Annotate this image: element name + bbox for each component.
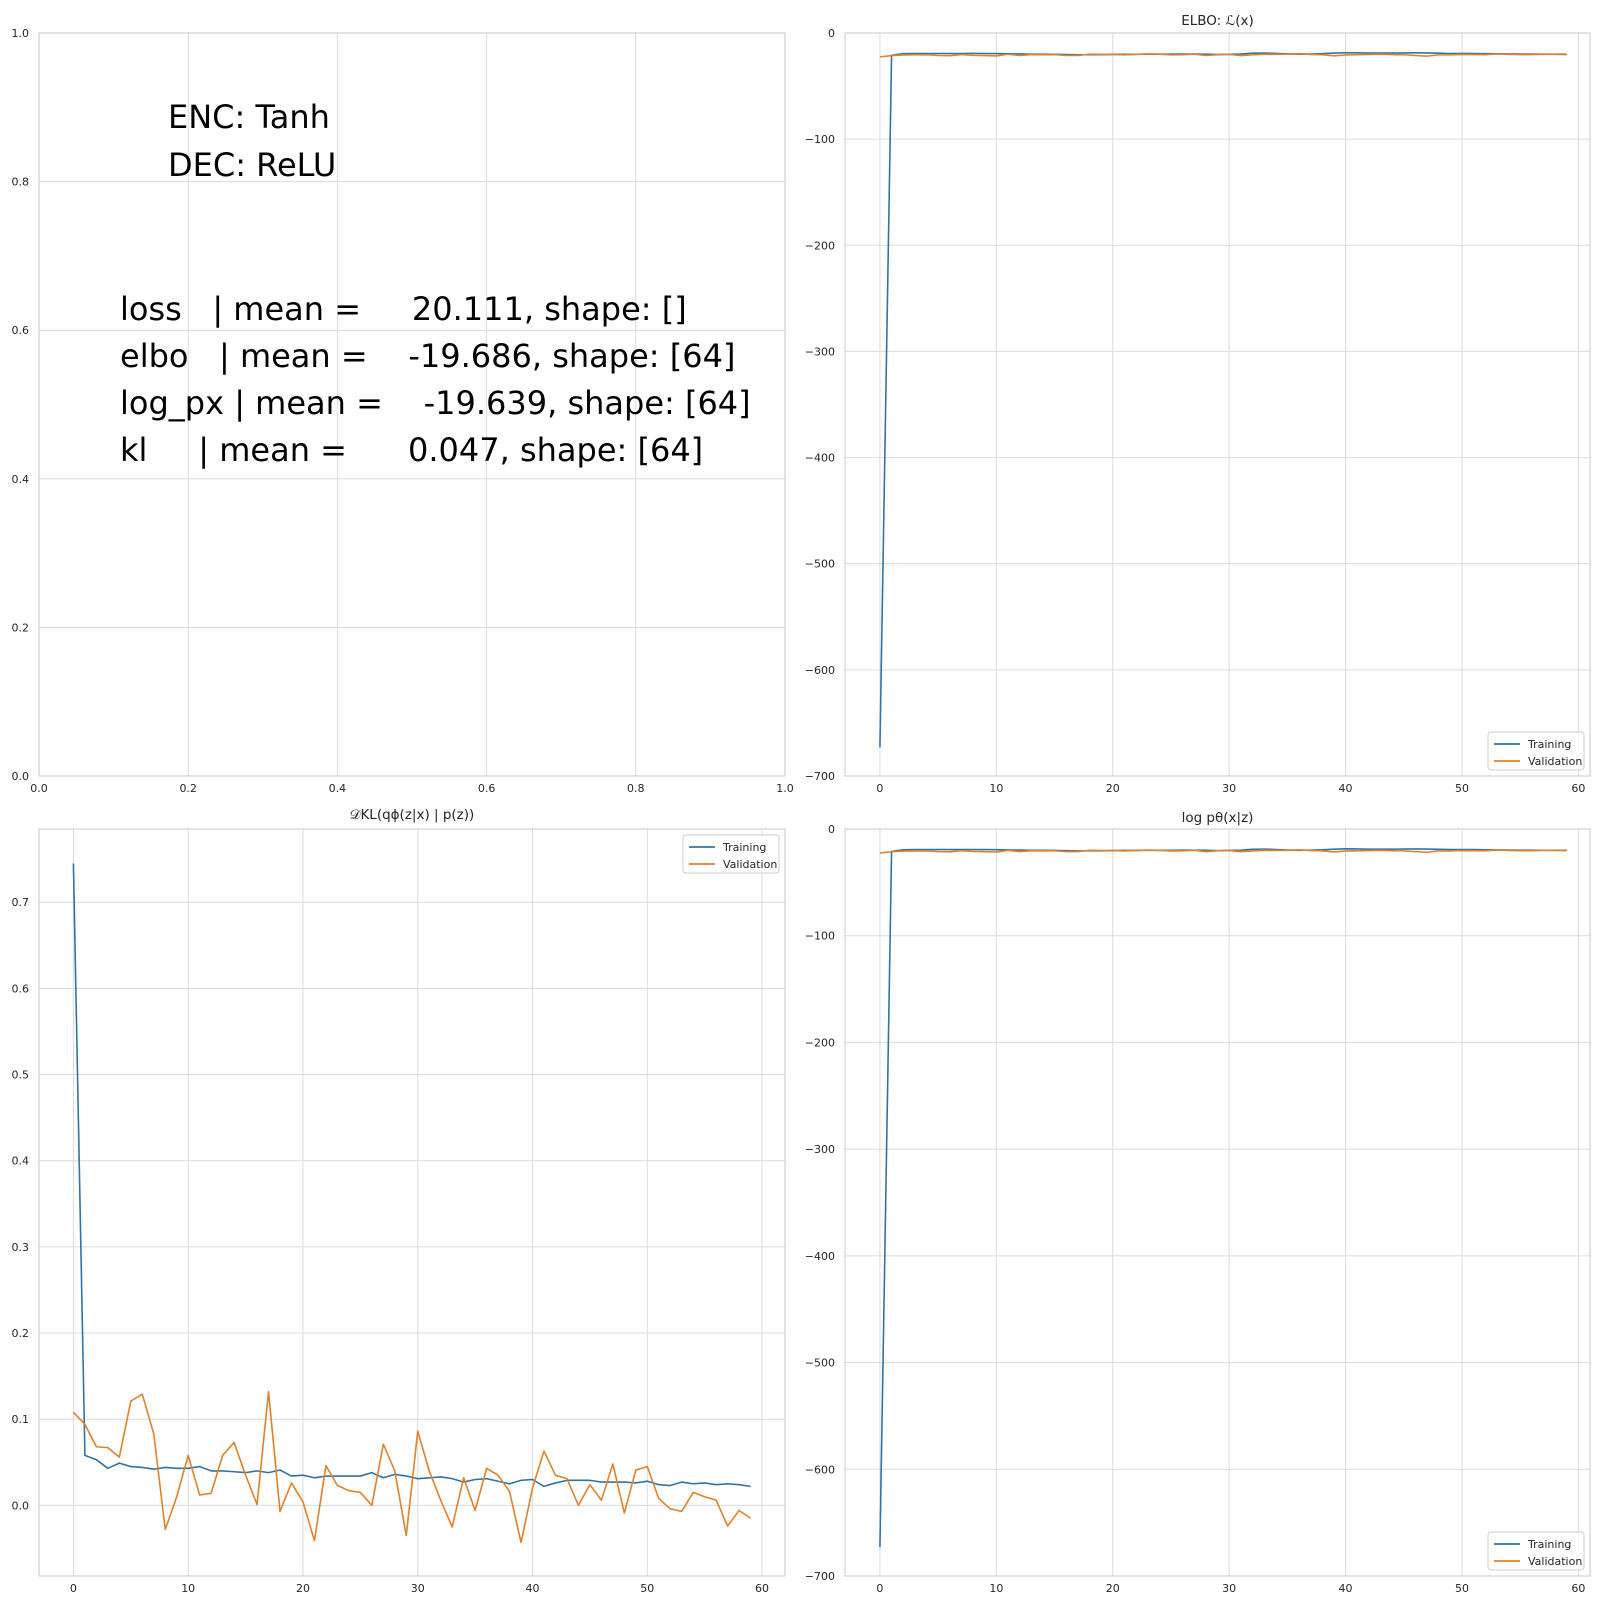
annotation-line: log_px | mean = -19.639, shape: [64]: [120, 384, 751, 422]
x-tick-label: 30: [1222, 782, 1236, 795]
y-tick-label: −100: [805, 133, 835, 146]
y-tick-label: −300: [805, 1143, 835, 1156]
annotation-line: kl | mean = 0.047, shape: [64]: [120, 431, 703, 469]
plot-frame: [844, 32, 1591, 777]
y-tick-label: 0: [828, 823, 835, 836]
x-tick-label: 60: [1571, 782, 1585, 795]
x-tick-label: 40: [1339, 1582, 1353, 1595]
y-tick-label: 0.0: [12, 770, 30, 783]
x-tick-label: 1.0: [776, 782, 794, 795]
x-tick-label: 60: [755, 1582, 769, 1595]
y-tick-label: 0.4: [12, 1155, 30, 1168]
chart-panel-3: 0 10 20 30 40 50 60 0.0 0.1 0.2 0.3 0.4 0.5 0.6 0.7 𝒟KL…: [12, 807, 786, 1595]
x-tick-label: 10: [181, 1582, 195, 1595]
y-tick-label: 0.6: [12, 324, 30, 337]
y-tick-label: −200: [805, 1036, 835, 1049]
y-tick-label: 0.3: [12, 1241, 30, 1254]
plot-frame: [844, 828, 1591, 1577]
x-tick-label: 50: [640, 1582, 654, 1595]
plot-frame: [38, 32, 786, 777]
legend: Training Validation: [1487, 731, 1585, 771]
x-tick-label: 0: [70, 1582, 77, 1595]
x-tick-label: 40: [526, 1582, 540, 1595]
x-tick-label: 0.6: [478, 782, 496, 795]
y-tick-label: 0.4: [12, 473, 30, 486]
x-tick-label: 50: [1455, 1582, 1469, 1595]
chart-title: ELBO: ℒ(x): [1181, 13, 1254, 29]
y-tick-label: 0.6: [12, 982, 30, 995]
y-tick-label: 0.0: [12, 1499, 30, 1512]
y-tick-label: −100: [805, 930, 835, 943]
chart-panel-4: 0 10 20 30 40 50 60 −700 −600 −500 −400 −300 −200 −10…: [805, 810, 1591, 1595]
annotation-line: loss | mean = 20.111, shape: []: [120, 290, 687, 328]
x-tick-label: 60: [1571, 1582, 1585, 1595]
y-tick-label: −300: [805, 345, 835, 358]
y-tick-label: 0.5: [12, 1069, 30, 1082]
y-tick-label: −400: [805, 452, 835, 465]
x-tick-label: 10: [989, 1582, 1003, 1595]
x-tick-label: 20: [1106, 782, 1120, 795]
y-tick-label: 0.7: [12, 896, 30, 909]
y-tick-label: 0.8: [12, 176, 30, 189]
y-tick-label: −700: [805, 1570, 835, 1583]
y-tick-label: −200: [805, 239, 835, 252]
annotation-line: elbo | mean = -19.686, shape: [64]: [120, 337, 735, 375]
x-tick-label: 0.0: [30, 782, 48, 795]
series-line-training: [879, 848, 1567, 1548]
x-tick-label: 10: [989, 782, 1003, 795]
legend-label: Training: [1527, 1538, 1571, 1551]
x-tick-label: 30: [411, 1582, 425, 1595]
y-tick-label: −400: [805, 1250, 835, 1263]
x-tick-label: 20: [296, 1582, 310, 1595]
x-tick-label: 0: [876, 1582, 883, 1595]
y-tick-label: 0: [828, 27, 835, 40]
y-tick-label: 0.1: [12, 1413, 30, 1426]
x-tick-label: 0.8: [627, 782, 645, 795]
series-line-validation: [879, 849, 1567, 854]
y-tick-label: 1.0: [12, 27, 30, 40]
plot-frame: [38, 828, 786, 1577]
legend-label: Validation: [1528, 1555, 1582, 1568]
chart-title: log pθ(x|z): [1182, 810, 1254, 826]
x-tick-label: 40: [1339, 782, 1353, 795]
x-tick-label: 50: [1455, 782, 1469, 795]
y-tick-label: 0.2: [12, 621, 30, 634]
y-tick-label: −500: [805, 1357, 835, 1370]
annotation-line: ENC: Tanh: [168, 98, 330, 136]
legend: Training Validation: [1487, 1531, 1585, 1571]
legend-label: Validation: [723, 858, 777, 871]
x-tick-label: 20: [1106, 1582, 1120, 1595]
legend: Training Validation: [682, 834, 780, 874]
y-tick-label: −600: [805, 1463, 835, 1476]
legend-label: Training: [1527, 738, 1571, 751]
chart-title: 𝒟KL(qϕ(z|x) | p(z)): [350, 807, 475, 823]
series-line-training: [879, 51, 1567, 748]
series-line-training: [72, 863, 751, 1488]
chart-panel-1: 0.0 0.2 0.4 0.6 0.8 1.0 0.0 0.2 0.4 0.6 0.8 1.0 ENC:…: [12, 27, 794, 795]
y-tick-label: −700: [805, 770, 835, 783]
series-line-validation: [879, 52, 1567, 58]
series-line-validation: [72, 1390, 752, 1544]
chart-panel-2: 0 10 20 30 40 50 60 −700 −600 −500 −400 −300 −200 −10…: [805, 13, 1591, 795]
legend-label: Validation: [1528, 755, 1582, 768]
x-tick-label: 0.4: [329, 782, 347, 795]
legend-label: Training: [722, 841, 766, 854]
y-tick-label: 0.2: [12, 1327, 30, 1340]
x-tick-label: 0.2: [179, 782, 197, 795]
y-tick-label: −600: [805, 664, 835, 677]
y-tick-label: −500: [805, 558, 835, 571]
x-tick-label: 30: [1222, 1582, 1236, 1595]
x-tick-label: 0: [876, 782, 883, 795]
annotation-line: DEC: ReLU: [168, 146, 336, 184]
